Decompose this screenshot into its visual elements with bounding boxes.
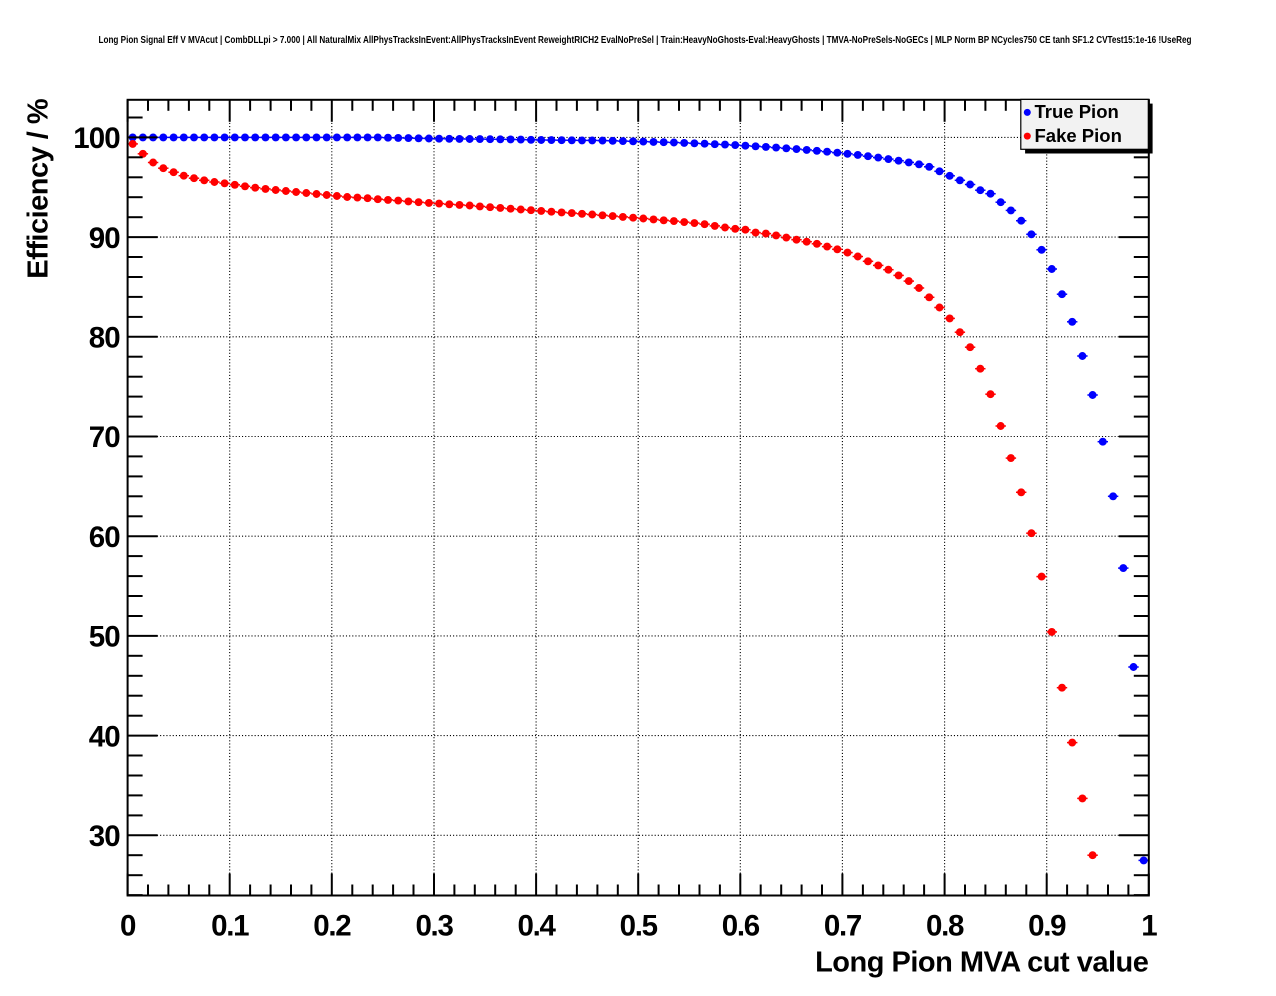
svg-text:0: 0 (120, 910, 136, 943)
svg-text:0.7: 0.7 (824, 910, 862, 943)
svg-text:0.8: 0.8 (926, 910, 964, 943)
svg-text:0.9: 0.9 (1028, 910, 1066, 943)
svg-text:0.4: 0.4 (518, 910, 557, 943)
svg-text:70: 70 (89, 421, 121, 454)
svg-text:Fake Pion: Fake Pion (1035, 125, 1122, 146)
svg-text:Long Pion Signal Eff V MVAcut: Long Pion Signal Eff V MVAcut | CombDLLp… (99, 35, 1192, 46)
svg-text:Efficiency / %: Efficiency / % (22, 98, 54, 279)
svg-text:90: 90 (89, 222, 121, 255)
svg-text:0.5: 0.5 (620, 910, 658, 943)
svg-text:Long Pion MVA cut value: Long Pion MVA cut value (815, 946, 1149, 978)
svg-text:50: 50 (89, 621, 121, 654)
svg-text:0.1: 0.1 (211, 910, 249, 943)
svg-text:0.3: 0.3 (415, 910, 453, 943)
svg-text:True Pion: True Pion (1035, 101, 1119, 122)
svg-text:0.6: 0.6 (722, 910, 760, 943)
svg-text:0.2: 0.2 (313, 910, 351, 943)
svg-text:40: 40 (89, 720, 121, 753)
svg-text:80: 80 (89, 322, 121, 355)
svg-text:100: 100 (73, 122, 120, 155)
svg-text:1: 1 (1141, 910, 1157, 943)
svg-text:30: 30 (89, 820, 121, 853)
svg-text:60: 60 (89, 521, 121, 554)
